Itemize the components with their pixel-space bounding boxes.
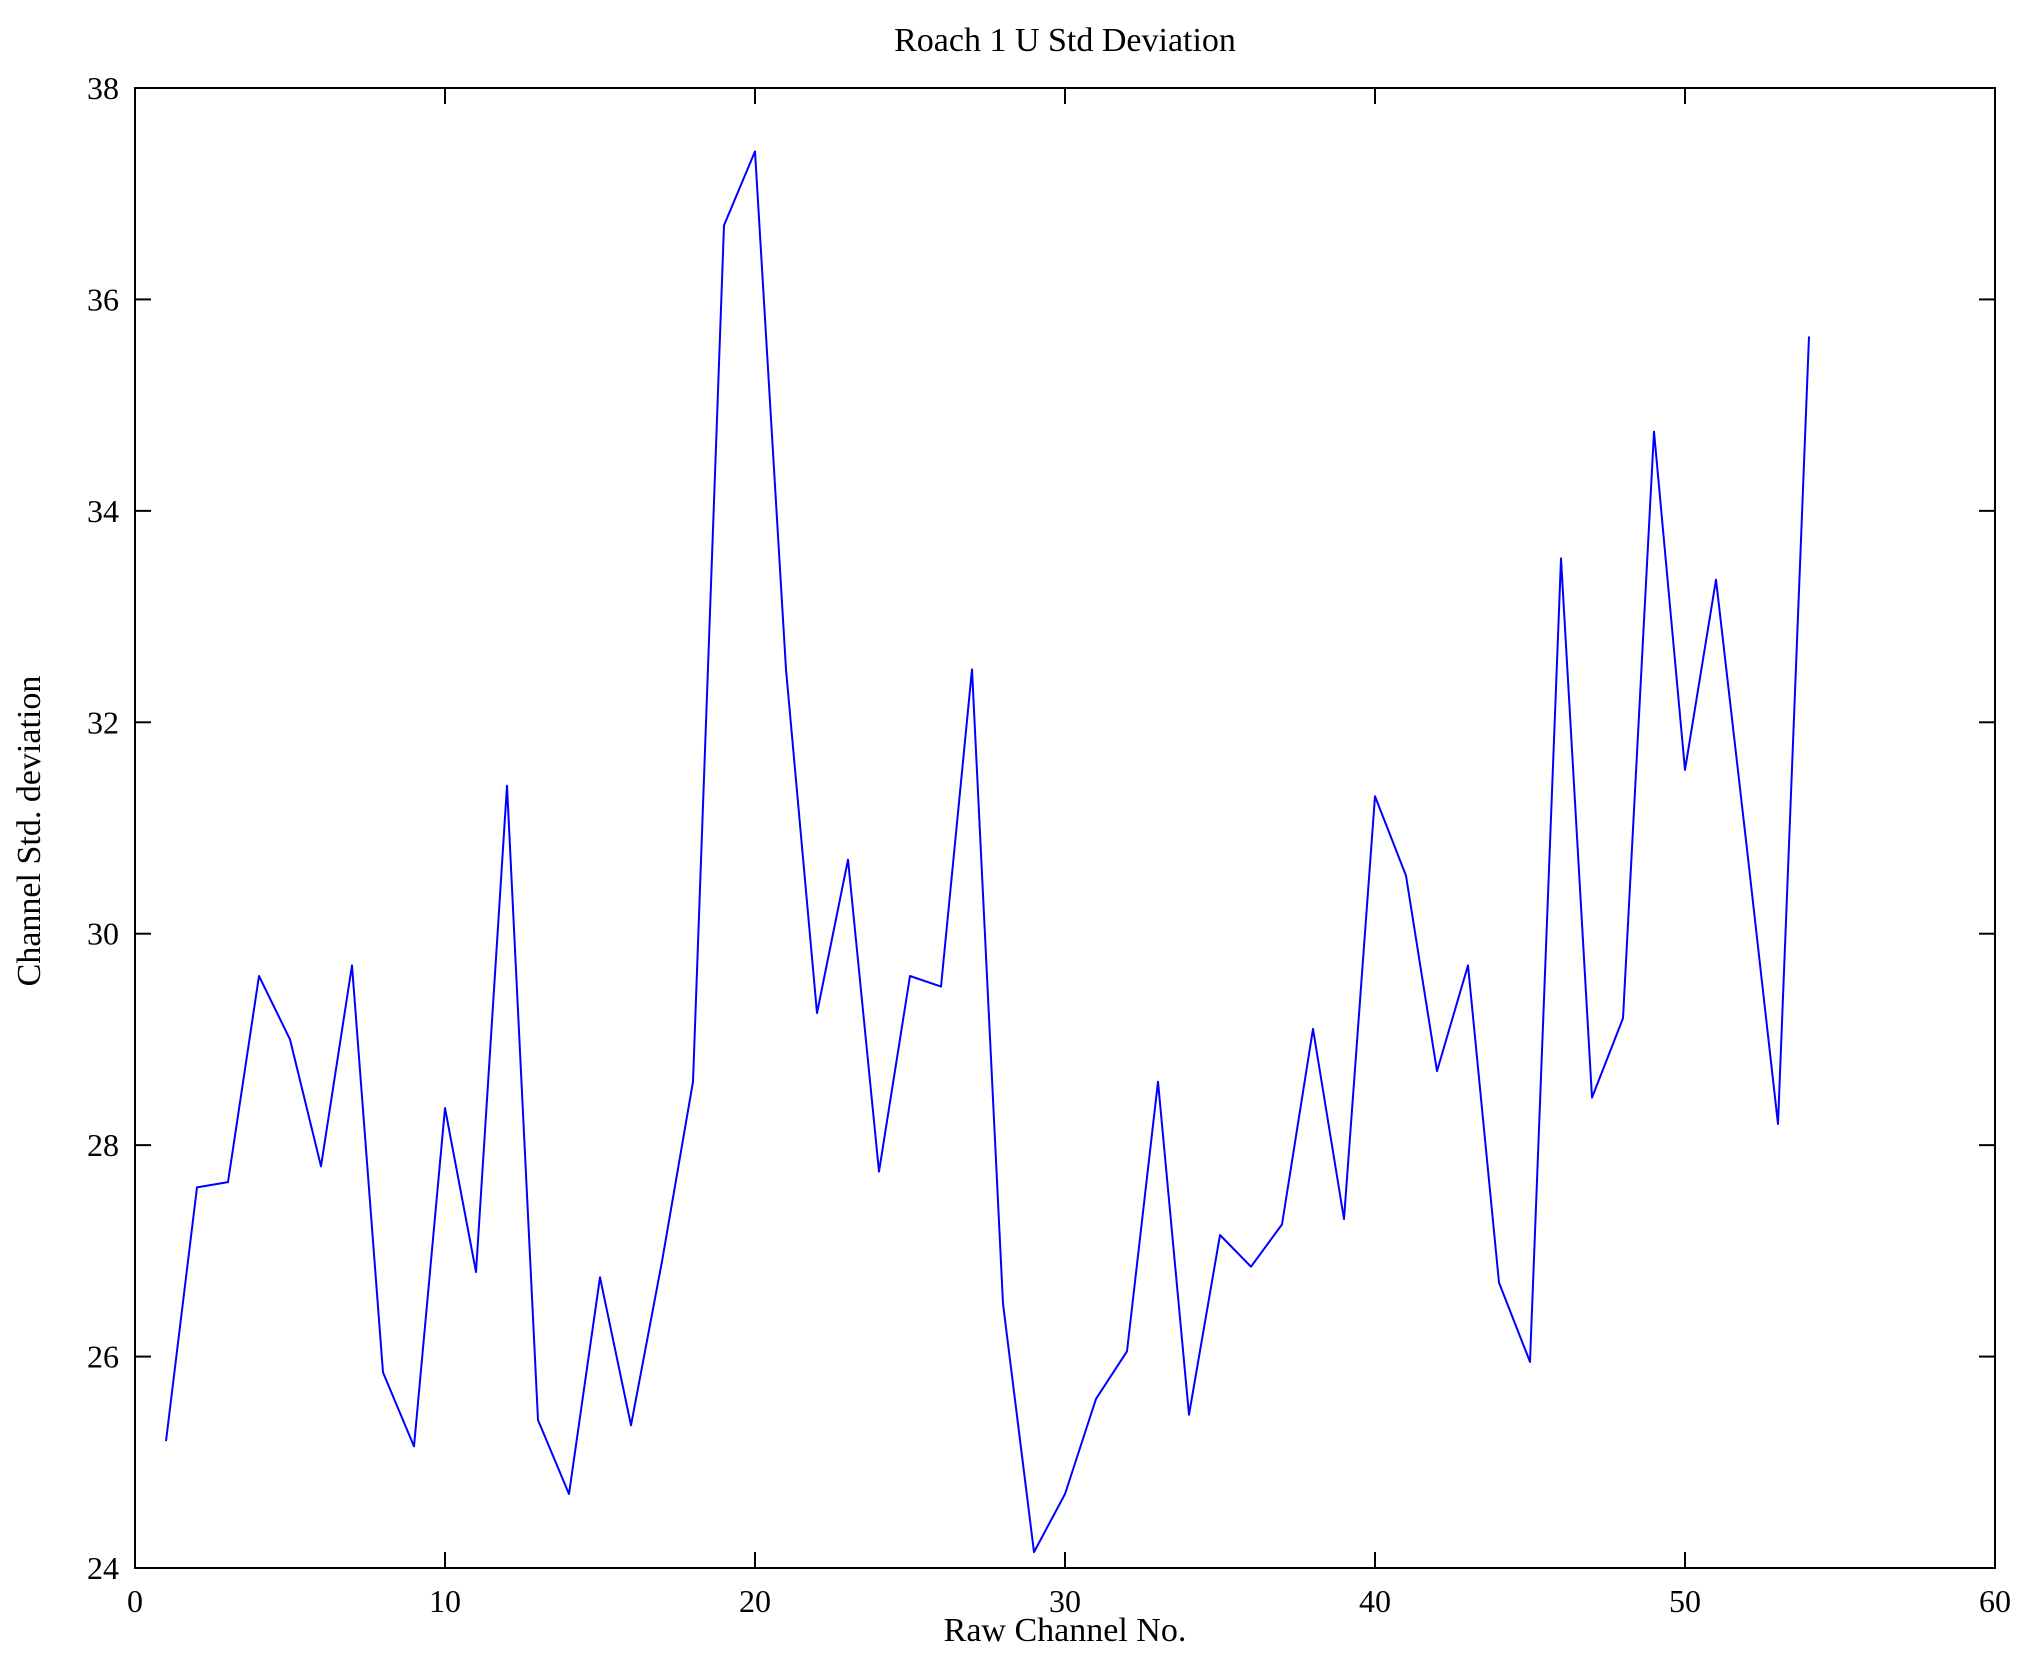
x-tick-label: 50	[1669, 1583, 1701, 1619]
y-tick-label: 24	[87, 1550, 119, 1586]
x-axis-label: Raw Channel No.	[943, 1612, 1187, 1649]
y-tick-label: 26	[87, 1339, 119, 1375]
x-tick-label: 40	[1359, 1583, 1391, 1619]
y-tick-label: 30	[87, 916, 119, 952]
x-tick-label: 30	[1049, 1583, 1081, 1619]
y-tick-label: 28	[87, 1127, 119, 1163]
y-tick-label: 34	[87, 493, 119, 529]
y-tick-label: 36	[87, 281, 119, 317]
x-tick-label: 0	[127, 1583, 143, 1619]
x-tick-label: 60	[1979, 1583, 2011, 1619]
data-line	[165, 150, 1810, 1554]
chart-title: Roach 1 U Std Deviation	[894, 22, 1236, 59]
plot-box	[134, 87, 1996, 1569]
x-tick-label: 20	[739, 1583, 771, 1619]
y-tick-label: 38	[87, 70, 119, 106]
x-tick-label: 10	[429, 1583, 461, 1619]
y-axis-label: Channel Std. deviation	[11, 675, 48, 987]
y-tick-label: 32	[87, 704, 119, 740]
